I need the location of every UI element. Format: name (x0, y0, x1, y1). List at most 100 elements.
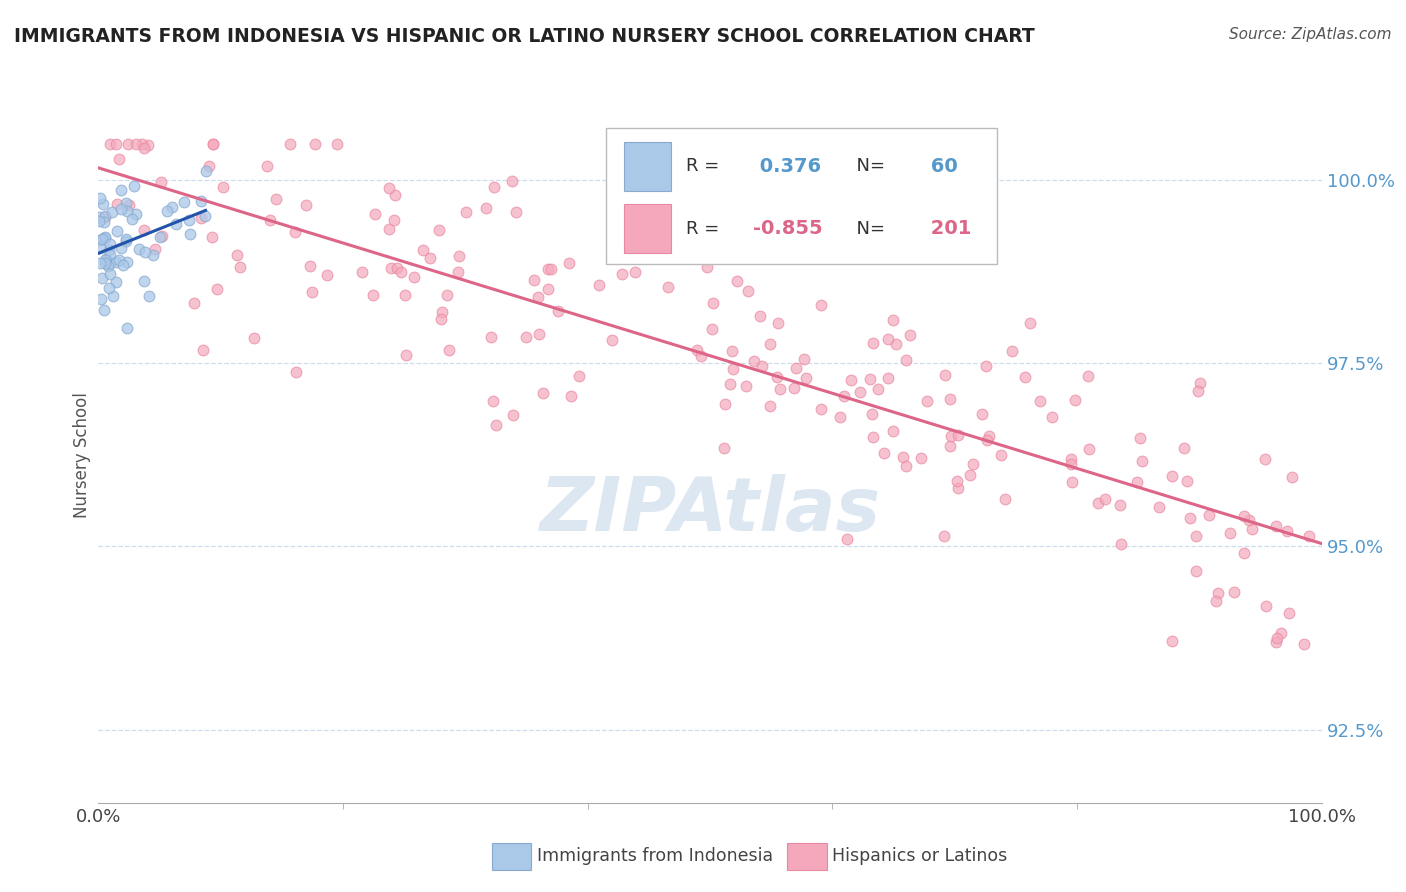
Point (419, 251, 441, 265)
Point (385, 260, 408, 275)
Point (105, 196, 128, 211)
Point (211, 179, 233, 194)
Point (1264, 635, 1286, 649)
Point (748, 309, 770, 323)
Point (446, 265, 468, 279)
Point (105, 254, 128, 268)
Point (1175, 475, 1198, 489)
Point (768, 382, 790, 396)
Point (104, 275, 127, 289)
Point (91, 197, 114, 211)
Point (782, 381, 804, 395)
Point (94, 229, 117, 244)
Point (93, 210, 115, 224)
Point (1275, 524, 1298, 538)
Point (523, 273, 546, 287)
Point (412, 244, 434, 258)
Point (190, 211, 212, 226)
Point (132, 274, 155, 288)
Point (766, 316, 789, 330)
Point (527, 326, 550, 341)
Point (361, 288, 384, 302)
Point (979, 429, 1001, 443)
Point (201, 136, 224, 151)
Point (150, 175, 173, 189)
Point (934, 368, 956, 382)
Point (93, 231, 115, 245)
Point (132, 141, 155, 155)
Point (90, 292, 112, 306)
Point (862, 335, 884, 350)
Point (1265, 518, 1288, 533)
Point (859, 372, 882, 386)
Point (384, 187, 406, 202)
Point (1014, 370, 1036, 384)
Point (117, 136, 139, 151)
Point (558, 256, 581, 270)
Point (101, 204, 124, 219)
Point (136, 138, 159, 153)
Point (1218, 525, 1240, 540)
Point (229, 260, 252, 274)
Point (560, 389, 582, 403)
Point (894, 459, 917, 474)
FancyBboxPatch shape (624, 142, 671, 191)
Point (868, 382, 890, 396)
Point (501, 174, 523, 188)
Point (105, 224, 128, 238)
Point (714, 397, 737, 411)
Point (259, 213, 281, 227)
Point (976, 359, 998, 374)
Point (115, 234, 138, 248)
Point (364, 207, 387, 221)
Point (115, 232, 138, 246)
Point (849, 384, 872, 399)
Point (194, 209, 217, 223)
Point (264, 193, 287, 207)
Point (531, 386, 554, 401)
Y-axis label: Nursery School: Nursery School (73, 392, 91, 518)
Point (1147, 500, 1170, 515)
Point (718, 377, 741, 392)
Point (835, 532, 858, 546)
Point (689, 349, 711, 363)
Point (436, 288, 458, 302)
Point (1040, 410, 1063, 425)
Point (758, 337, 780, 351)
Point (657, 280, 679, 294)
Point (1294, 637, 1316, 651)
Point (125, 207, 148, 221)
Point (1254, 451, 1277, 466)
Point (256, 159, 278, 173)
Point (93, 302, 115, 317)
Point (198, 159, 221, 173)
Point (721, 343, 744, 358)
Point (1205, 594, 1227, 608)
Point (1160, 468, 1182, 483)
Point (93, 253, 115, 268)
Point (702, 295, 724, 310)
Text: R =: R = (686, 157, 724, 175)
Point (1109, 537, 1132, 551)
Point (1064, 392, 1087, 407)
Point (1188, 376, 1211, 391)
Point (377, 181, 399, 195)
Point (1270, 625, 1292, 640)
Point (285, 365, 308, 379)
Point (1185, 529, 1208, 543)
Point (1256, 599, 1278, 613)
Point (110, 202, 132, 216)
Point (284, 225, 307, 239)
Text: N=: N= (845, 219, 890, 238)
Point (1184, 564, 1206, 578)
Point (94, 256, 117, 270)
Point (437, 343, 460, 357)
Point (326, 136, 349, 151)
Point (138, 289, 160, 303)
Point (395, 348, 418, 362)
Point (932, 529, 955, 543)
Point (810, 402, 832, 417)
Point (191, 343, 214, 358)
Point (382, 213, 405, 227)
Point (201, 230, 224, 244)
